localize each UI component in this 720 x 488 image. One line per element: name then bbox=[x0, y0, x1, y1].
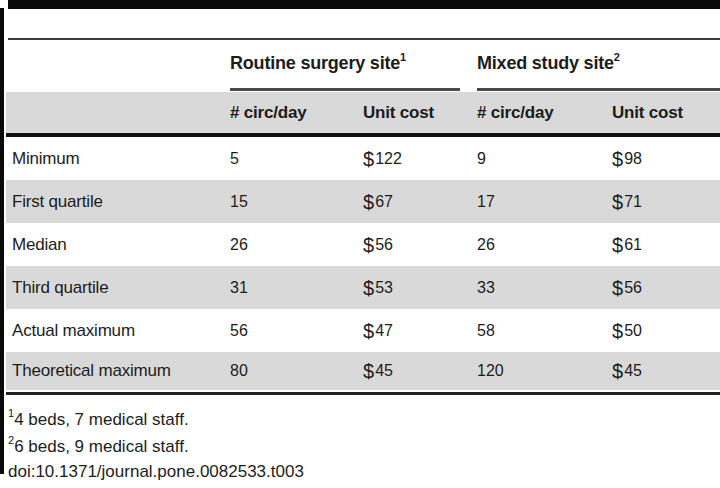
table-top-rule bbox=[8, 38, 720, 40]
value-cell: 15 bbox=[230, 180, 363, 223]
dollar-sign: $ bbox=[612, 192, 623, 212]
footnote-marker-1: 1 bbox=[400, 51, 406, 63]
table-body: Minimum5$1229$98First quartile15$6717$71… bbox=[6, 137, 720, 390]
subheader-unit-cost-mixed: Unit cost bbox=[612, 92, 683, 133]
dollar-sign: $ bbox=[363, 192, 374, 212]
value-cell: 5 bbox=[230, 137, 363, 180]
dollar-sign: $ bbox=[612, 321, 623, 341]
column-group-header-routine-surgery-site: Routine surgery site1 bbox=[230, 52, 406, 74]
footnote-1-marker: 1 bbox=[8, 407, 14, 419]
footnote-marker-2: 2 bbox=[614, 51, 620, 63]
dollar-sign: $ bbox=[612, 235, 623, 255]
footnote-2-marker: 2 bbox=[8, 434, 14, 446]
row-label: First quartile bbox=[6, 180, 230, 223]
value-cell: 33 bbox=[477, 266, 612, 309]
value-cell: $45 bbox=[363, 352, 477, 390]
page: { "table": { "col_groups": [ {"label": "… bbox=[0, 0, 720, 488]
row-label: Minimum bbox=[6, 137, 230, 180]
dollar-sign: $ bbox=[363, 321, 374, 341]
footnote-2: 26 beds, 9 medical staff. bbox=[8, 435, 189, 457]
dollar-sign: $ bbox=[363, 361, 374, 381]
value-cell: 9 bbox=[477, 137, 612, 180]
table-row: Third quartile31$5333$56 bbox=[6, 266, 720, 309]
value-cell: 120 bbox=[477, 352, 612, 390]
table-row: Actual maximum56$4758$50 bbox=[6, 309, 720, 352]
value-cell: $61 bbox=[612, 223, 720, 266]
table-row: Minimum5$1229$98 bbox=[6, 137, 720, 180]
value-cell: $45 bbox=[612, 352, 720, 390]
row-label: Theoretical maximum bbox=[6, 352, 230, 390]
scan-left-edge-line bbox=[0, 8, 4, 474]
row-label: Third quartile bbox=[6, 266, 230, 309]
group-label: Routine surgery site bbox=[230, 53, 400, 73]
value-cell: 80 bbox=[230, 352, 363, 390]
row-label: Actual maximum bbox=[6, 309, 230, 352]
value-cell: $50 bbox=[612, 309, 720, 352]
subheader-row: # circ/day Unit cost # circ/day Unit cos… bbox=[6, 92, 720, 133]
group-underline-routine bbox=[230, 88, 460, 91]
value-cell: $98 bbox=[612, 137, 720, 180]
value-cell: $56 bbox=[363, 223, 477, 266]
dollar-sign: $ bbox=[363, 149, 374, 169]
value-cell: 58 bbox=[477, 309, 612, 352]
group-underline-mixed bbox=[477, 88, 720, 91]
value-cell: $56 bbox=[612, 266, 720, 309]
footnote-1: 14 beds, 7 medical staff. bbox=[8, 408, 189, 430]
row-label: Median bbox=[6, 223, 230, 266]
footnote-1-text: 4 beds, 7 medical staff. bbox=[14, 410, 189, 429]
value-cell: $71 bbox=[612, 180, 720, 223]
value-cell: 26 bbox=[477, 223, 612, 266]
dollar-sign: $ bbox=[612, 149, 623, 169]
value-cell: 26 bbox=[230, 223, 363, 266]
doi-line: doi:10.1371/journal.pone.0082533.t003 bbox=[8, 462, 304, 482]
table-bottom-rule bbox=[6, 392, 720, 395]
subheader-circ-day-mixed: # circ/day bbox=[477, 92, 553, 133]
dollar-sign: $ bbox=[363, 235, 374, 255]
value-cell: 56 bbox=[230, 309, 363, 352]
value-cell: 31 bbox=[230, 266, 363, 309]
value-cell: $67 bbox=[363, 180, 477, 223]
subheader-unit-cost-routine: Unit cost bbox=[363, 92, 434, 133]
scan-top-bar bbox=[8, 0, 720, 9]
column-group-header-mixed-study-site: Mixed study site2 bbox=[477, 52, 620, 74]
dollar-sign: $ bbox=[363, 278, 374, 298]
table-row: First quartile15$6717$71 bbox=[6, 180, 720, 223]
value-cell: $122 bbox=[363, 137, 477, 180]
value-cell: 17 bbox=[477, 180, 612, 223]
value-cell: $47 bbox=[363, 309, 477, 352]
footnote-2-text: 6 beds, 9 medical staff. bbox=[14, 437, 189, 456]
dollar-sign: $ bbox=[612, 361, 623, 381]
value-cell: $53 bbox=[363, 266, 477, 309]
subheader-circ-day-routine: # circ/day bbox=[230, 92, 306, 133]
table-row: Theoretical maximum80$45120$45 bbox=[6, 352, 720, 390]
table-row: Median26$5626$61 bbox=[6, 223, 720, 266]
dollar-sign: $ bbox=[612, 278, 623, 298]
group-label: Mixed study site bbox=[477, 53, 614, 73]
